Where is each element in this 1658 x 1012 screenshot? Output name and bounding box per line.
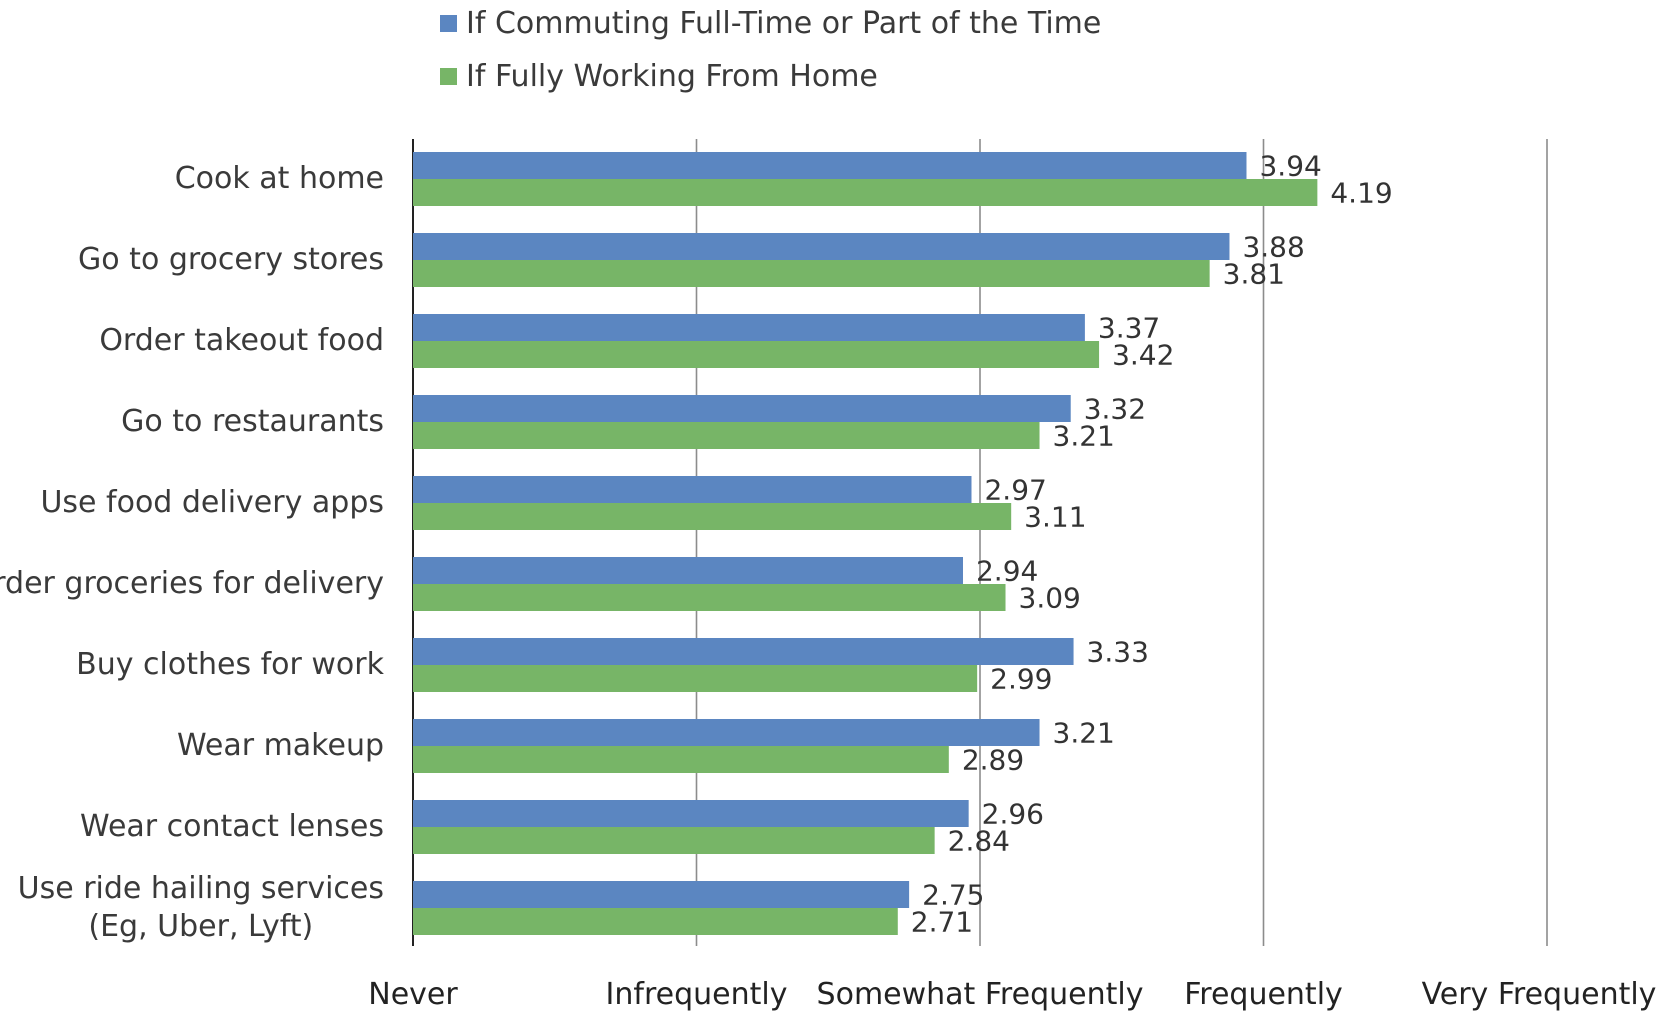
- category-label-line: (Eg, Uber, Lyft): [88, 909, 314, 944]
- bar-commuting: [413, 233, 1230, 260]
- bar-commuting: [413, 557, 963, 584]
- bar-wfh: [413, 584, 1006, 611]
- bar-commuting: [413, 152, 1247, 179]
- data-label: 3.09: [1019, 582, 1081, 615]
- data-label: 3.37: [1098, 312, 1160, 345]
- bar-commuting: [413, 881, 910, 908]
- data-label: 3.94: [1259, 150, 1321, 183]
- data-label: 3.88: [1242, 231, 1304, 264]
- data-label: 3.42: [1112, 339, 1174, 372]
- bar-wfh: [413, 665, 978, 692]
- legend-swatch-wfh: [440, 68, 457, 85]
- x-tick-label: Frequently: [1184, 977, 1343, 1012]
- category-label: Buy clothes for work: [76, 647, 384, 682]
- category-label-line: Cook at home: [174, 161, 384, 196]
- category-label: Order groceries for delivery: [0, 566, 384, 601]
- legend-label-wfh: If Fully Working From Home: [466, 59, 878, 94]
- category-label: Wear contact lenses: [80, 809, 384, 844]
- category-label-line: Buy clothes for work: [76, 647, 384, 682]
- x-tick-label: Infrequently: [605, 977, 788, 1012]
- category-label: Use ride hailing services (Eg, Uber, Lyft…: [18, 870, 384, 946]
- category-label-line: Use ride hailing services: [17, 871, 384, 906]
- bar-wfh: [413, 179, 1318, 206]
- bar-commuting: [413, 800, 969, 827]
- data-label: 3.81: [1223, 258, 1285, 291]
- category-label-line: Wear makeup: [176, 728, 384, 763]
- bar-commuting: [413, 314, 1085, 341]
- data-label: 2.96: [982, 798, 1044, 831]
- bar-commuting: [413, 476, 972, 503]
- bar-wfh: [413, 908, 898, 935]
- bar-wfh: [413, 827, 935, 854]
- legend-item-wfh: If Fully Working From Home: [440, 59, 878, 94]
- category-label: Wear makeup: [177, 728, 384, 763]
- category-label: Order takeout food: [99, 323, 384, 358]
- bar-wfh: [413, 422, 1040, 449]
- x-tick-label: Never: [368, 977, 458, 1012]
- legend-label-commuting: If Commuting Full-Time or Part of the Ti…: [466, 6, 1102, 41]
- data-label: 2.94: [976, 555, 1038, 588]
- bar-wfh: [413, 341, 1100, 368]
- category-label: Cook at home: [175, 161, 384, 196]
- category-label-line: Order groceries for delivery: [0, 566, 384, 601]
- bar-wfh: [413, 746, 949, 773]
- x-tick-label: Very Frequently: [1421, 977, 1657, 1012]
- legend-item-commuting: If Commuting Full-Time or Part of the Ti…: [440, 6, 1101, 41]
- data-label: 3.33: [1087, 636, 1149, 669]
- bar-commuting: [413, 638, 1074, 665]
- data-label: 2.99: [990, 663, 1052, 696]
- category-label: Use food delivery apps: [40, 485, 384, 520]
- category-label: Go to restaurants: [121, 404, 384, 439]
- data-label: 3.11: [1024, 501, 1086, 534]
- data-label: 2.84: [948, 825, 1010, 858]
- bar-commuting: [413, 395, 1071, 422]
- bar-commuting: [413, 719, 1040, 746]
- category-label-line: Go to grocery stores: [78, 242, 384, 277]
- data-label: 4.19: [1330, 177, 1392, 210]
- category-label-line: Order takeout food: [99, 323, 384, 358]
- data-label: 3.32: [1084, 393, 1146, 426]
- legend-swatch-commuting: [440, 15, 457, 32]
- data-label: 2.89: [962, 744, 1024, 777]
- bar-wfh: [413, 503, 1012, 530]
- data-label: 2.97: [984, 474, 1046, 507]
- category-label-line: Wear contact lenses: [80, 809, 384, 844]
- category-label: Go to grocery stores: [78, 242, 384, 277]
- x-tick-label: Somewhat Frequently: [816, 977, 1144, 1012]
- data-label: 2.75: [922, 879, 984, 912]
- category-label-line: Go to restaurants: [121, 404, 384, 439]
- category-label-line: Use food delivery apps: [40, 485, 384, 520]
- bar-wfh: [413, 260, 1210, 287]
- data-label: 2.71: [911, 906, 973, 939]
- data-label: 3.21: [1053, 420, 1115, 453]
- data-label: 3.21: [1053, 717, 1115, 750]
